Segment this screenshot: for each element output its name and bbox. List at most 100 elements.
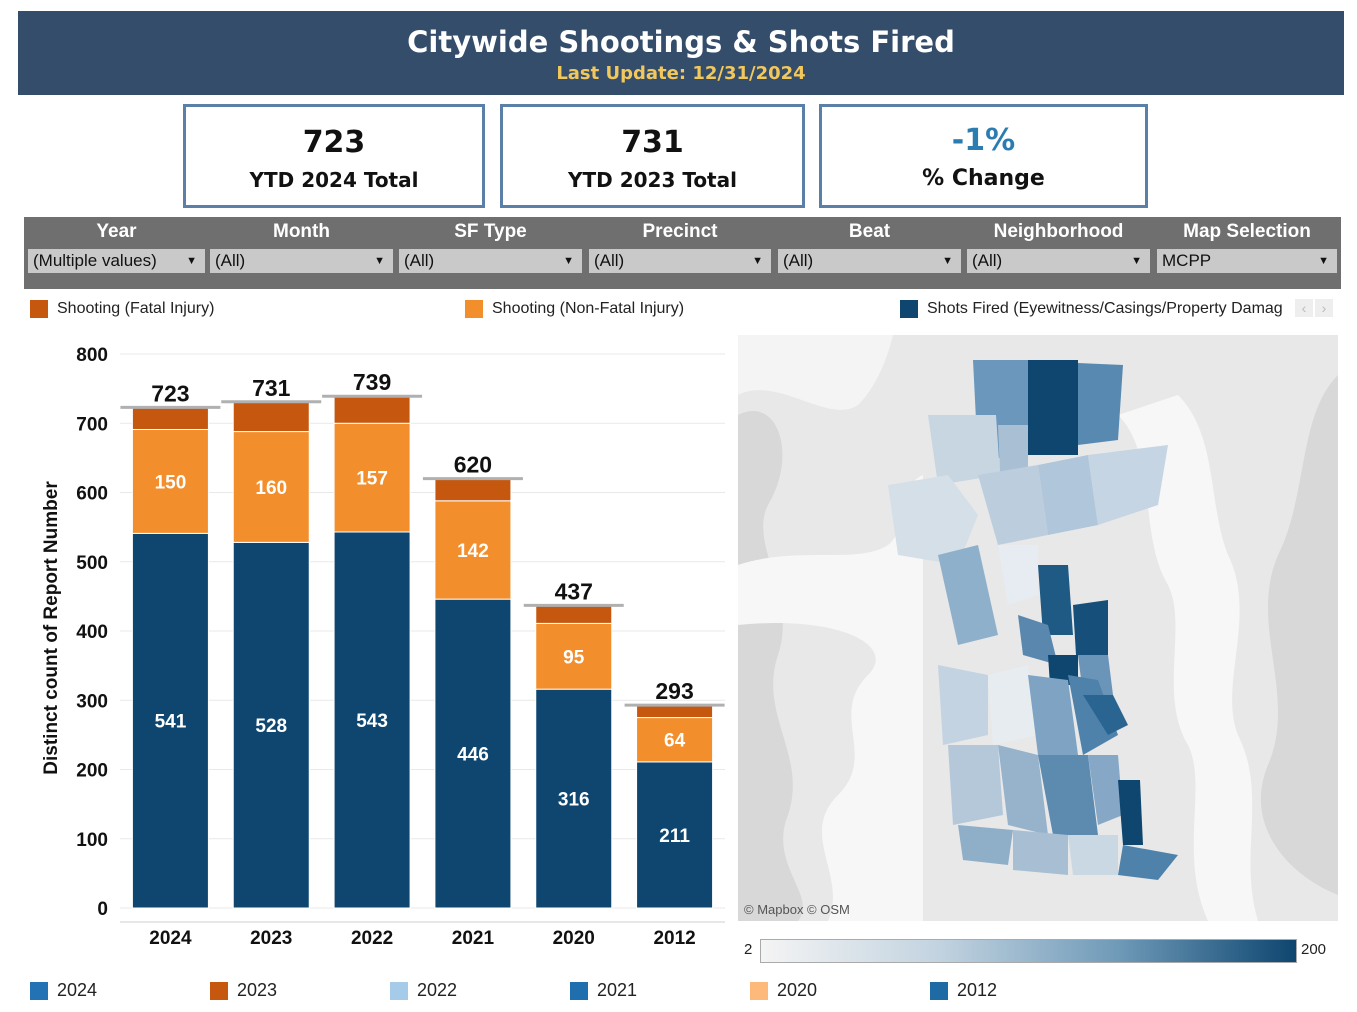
dashboard-title: Citywide Shootings & Shots Fired xyxy=(407,25,955,59)
dropdown-value: (All) xyxy=(594,251,625,270)
puget-sound xyxy=(738,475,923,921)
year-legend-item[interactable]: 2020 xyxy=(750,980,817,1001)
west-landmass xyxy=(738,411,803,921)
bar-segment[interactable] xyxy=(131,406,209,430)
legend-label: 2012 xyxy=(957,980,998,1000)
bar-segment[interactable] xyxy=(131,532,209,909)
dropdown-value: MCPP xyxy=(1162,251,1212,270)
year-legend-item[interactable]: 2012 xyxy=(930,980,997,1001)
total-value-label: 620 xyxy=(454,452,492,478)
bar-segment[interactable] xyxy=(232,401,310,433)
bar-segment[interactable] xyxy=(131,428,209,534)
legend-label: 2021 xyxy=(597,980,638,1000)
segment-value-label: 150 xyxy=(155,472,187,493)
neighborhood-region xyxy=(1118,780,1143,845)
bar-segment[interactable] xyxy=(232,541,310,909)
segment-value-label: 211 xyxy=(659,826,690,847)
bar-segment[interactable] xyxy=(232,431,310,543)
legend-label: Shooting (Non-Fatal Injury) xyxy=(492,300,685,317)
legend-item-fatal[interactable]: Shooting (Fatal Injury) xyxy=(30,300,214,318)
year-legend-item[interactable]: 2023 xyxy=(210,980,277,1001)
puget-sound-north xyxy=(738,335,893,410)
year-legend-item[interactable]: 2024 xyxy=(30,980,97,1001)
color-swatch xyxy=(750,981,768,1000)
total-value-label: 437 xyxy=(555,578,593,604)
gridlines xyxy=(120,353,725,909)
chevron-right-icon[interactable]: › xyxy=(1315,299,1333,317)
year-legend-item[interactable]: 2022 xyxy=(390,980,457,1001)
seattle-choropleth-map[interactable]: © Mapbox © OSM xyxy=(738,335,1338,921)
color-swatch xyxy=(930,981,948,1000)
kpi-value: -1% xyxy=(951,123,1016,158)
bar-segment[interactable] xyxy=(333,531,411,909)
neighborhood-region xyxy=(888,475,978,565)
legend-item-non-fatal[interactable]: Shooting (Non-Fatal Injury) xyxy=(465,300,684,318)
total-value-label: 723 xyxy=(151,380,189,406)
neighborhood-region xyxy=(1073,600,1108,655)
filter-label: Beat xyxy=(848,221,891,242)
chevron-down-icon: ▼ xyxy=(563,255,574,267)
neighborhood-region xyxy=(1013,830,1068,875)
dropdown-value: (All) xyxy=(783,251,814,270)
bar-segment[interactable] xyxy=(333,395,411,424)
filter-bar: Year (Multiple values) ▼ Month (All) ▼ SF … xyxy=(24,217,1341,289)
bar-segment[interactable] xyxy=(333,422,411,533)
kpi-ytd-2024: 723 YTD 2024 Total xyxy=(183,104,485,208)
segment-value-label: 541 xyxy=(155,712,187,733)
neighborhood-region xyxy=(978,465,1048,545)
segment-value-label: 64 xyxy=(664,731,686,752)
neighborhood-dropdown[interactable]: (All) ▼ xyxy=(967,249,1150,273)
neighborhood-region xyxy=(1018,615,1058,665)
legend-item-shots-fired[interactable]: Shots Fired (Eyewitness/Casings/Property… xyxy=(900,300,1295,318)
beat-dropdown[interactable]: (All) ▼ xyxy=(778,249,961,273)
kpi-label: % Change xyxy=(922,166,1045,191)
axes: 0 100 200 300 400 500 600 700 800 2024 2023 2022 202… xyxy=(76,345,725,949)
precinct-dropdown[interactable]: (All) ▼ xyxy=(589,249,771,273)
segment-value-label: 446 xyxy=(457,745,489,766)
kpi-value: 731 xyxy=(621,125,684,160)
y-tick-label: 700 xyxy=(76,414,108,435)
neighborhood-region xyxy=(998,545,1038,605)
segment-value-label: 157 xyxy=(356,469,388,490)
color-swatch xyxy=(900,300,918,318)
dropdown-value: (Multiple values) xyxy=(33,251,157,270)
data-labels: 541 150 723 528 160 731 543 157 739 446 142 620 316 9… xyxy=(120,369,725,847)
year-legend-item[interactable]: 2021 xyxy=(570,980,637,1001)
bar-segment[interactable] xyxy=(434,500,512,600)
legend-label: Shots Fired (Eyewitness/Casings/Property… xyxy=(927,300,1283,317)
dropdown-value: (All) xyxy=(972,251,1003,270)
chevron-down-icon: ▼ xyxy=(752,255,763,267)
x-tick-label: 2012 xyxy=(653,928,695,949)
kpi-percent-change: -1% % Change xyxy=(819,104,1148,208)
sf-type-dropdown[interactable]: (All) ▼ xyxy=(399,249,582,273)
month-dropdown[interactable]: (All) ▼ xyxy=(210,249,393,273)
neighborhood-region xyxy=(948,745,1003,825)
color-swatch xyxy=(390,981,408,1000)
neighborhood-region xyxy=(1068,835,1118,875)
filter-neighborhood: Neighborhood (All) ▼ xyxy=(967,217,1150,273)
legend-scroll-arrows: ‹ › xyxy=(1295,299,1335,319)
total-value-label: 293 xyxy=(655,678,693,704)
neighborhood-region xyxy=(928,415,1000,485)
bar-segment[interactable] xyxy=(535,604,613,624)
kpi-label: YTD 2024 Total xyxy=(249,168,419,192)
lake-washington xyxy=(1118,395,1258,921)
bar-segment[interactable] xyxy=(636,717,714,763)
bar-segment[interactable] xyxy=(535,688,613,909)
neighborhood-region xyxy=(998,425,1028,475)
filter-label: Map Selection xyxy=(1183,221,1311,242)
map-selection-dropdown[interactable]: MCPP ▼ xyxy=(1157,249,1337,273)
y-tick-label: 0 xyxy=(97,899,108,920)
segment-value-label: 95 xyxy=(563,647,585,668)
neighborhood-region xyxy=(1118,845,1178,880)
bar-segment[interactable] xyxy=(636,704,714,719)
bar-segment[interactable] xyxy=(535,622,613,690)
y-tick-label: 800 xyxy=(76,345,108,366)
scale-min-label: 2 xyxy=(744,941,753,958)
bar-segment[interactable] xyxy=(434,478,512,502)
chevron-left-icon[interactable]: ‹ xyxy=(1295,299,1313,317)
color-swatch xyxy=(30,300,48,318)
kpi-ytd-2023: 731 YTD 2023 Total xyxy=(500,104,805,208)
filter-label: Neighborhood xyxy=(993,221,1124,242)
year-dropdown[interactable]: (Multiple values) ▼ xyxy=(28,249,205,273)
